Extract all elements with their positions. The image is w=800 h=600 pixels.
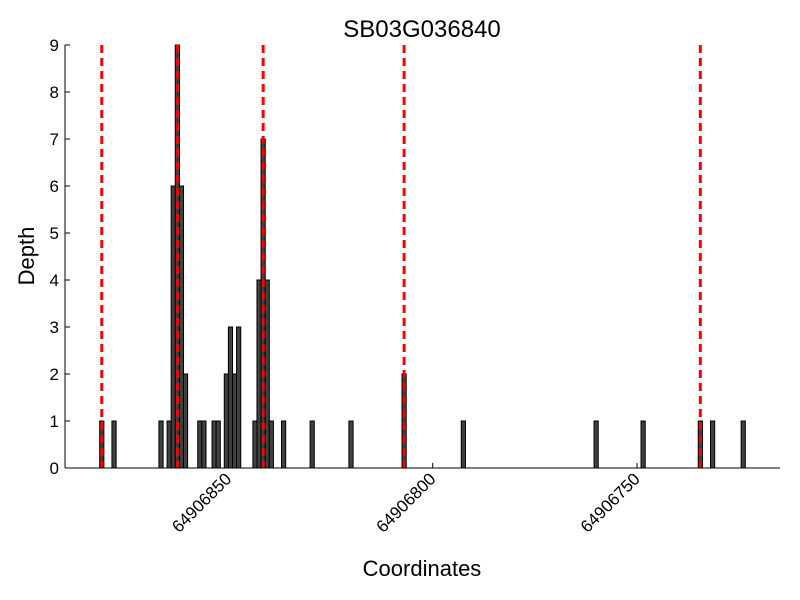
bars-group: [99, 44, 746, 469]
chart-title: SB03G036840: [343, 16, 500, 43]
depth-bar-27: [640, 420, 646, 469]
x-tick-label-1: 64906800: [373, 469, 440, 536]
depth-bar-21: [280, 420, 287, 469]
x-tick-label-0: 64906850: [168, 469, 235, 536]
red-dashed-lines-group: [100, 45, 702, 468]
y-ticks-group: 0 1 2 3 4 5 6 7 8 9: [50, 36, 70, 478]
x-tick-label-2: 64906750: [577, 469, 644, 536]
depth-bar-23: [348, 420, 354, 469]
y-tick-label-5: 5: [50, 224, 59, 243]
y-tick-label-6: 6: [50, 177, 59, 196]
x-ticks-group: 64906850 64906800 64906750: [168, 463, 644, 536]
depth-bar-6: [178, 185, 185, 469]
y-tick-label-7: 7: [50, 130, 59, 149]
depth-bar-4: [170, 185, 176, 469]
depth-bar-25: [460, 420, 466, 469]
depth-bar-19: [264, 279, 270, 469]
depth-bar-8: [197, 420, 203, 469]
depth-bar-16: [252, 420, 258, 469]
depth-bar-30: [740, 420, 746, 469]
depth-bar-20: [268, 420, 274, 469]
depth-bar-1: [111, 420, 117, 469]
depth-bar-15: [236, 326, 242, 469]
depth-bar-11: [215, 420, 221, 469]
y-tick-label-2: 2: [50, 365, 59, 384]
y-tick-label-4: 4: [50, 271, 59, 290]
axes-group: [64, 45, 780, 469]
depth-bar-12: [223, 373, 229, 469]
depth-bar-22: [309, 420, 315, 469]
y-tick-label-9: 9: [50, 36, 59, 55]
y-axis-label: Depth: [14, 227, 39, 286]
depth-bar-26: [593, 420, 599, 469]
depth-bar-29: [709, 420, 716, 469]
y-tick-label-3: 3: [50, 318, 59, 337]
depth-bar-13: [227, 326, 234, 469]
depth-bar-10: [211, 420, 217, 469]
y-tick-label-8: 8: [50, 83, 59, 102]
depth-bar-3: [166, 420, 172, 469]
depth-bar-17: [256, 279, 262, 469]
y-tick-label-0: 0: [50, 459, 59, 478]
x-axis-label: Coordinates: [363, 556, 482, 581]
depth-bar-9: [201, 420, 207, 469]
y-tick-label-1: 1: [50, 412, 59, 431]
depth-bar-14: [231, 373, 238, 469]
depth-bar-7: [182, 373, 189, 469]
depth-bar-2: [158, 420, 164, 469]
